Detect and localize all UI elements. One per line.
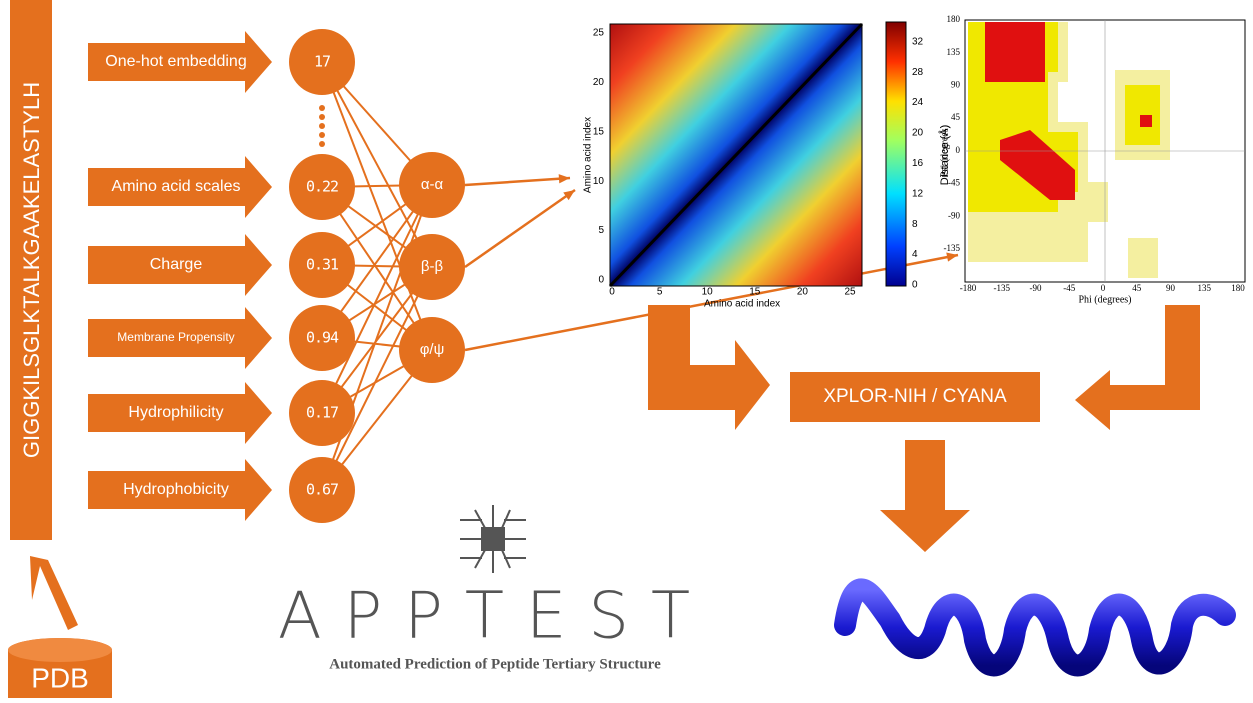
- ellipsis-dot: [319, 141, 325, 147]
- arrowhead: [559, 174, 570, 183]
- feature-label: One-hot embedding: [105, 53, 246, 70]
- colorbar: [886, 22, 906, 286]
- output-label: φ/ψ: [420, 341, 445, 358]
- feature-label: Amino acid scales: [112, 178, 241, 195]
- y-tick-label: 10: [593, 176, 605, 187]
- logo-tagline: Automated Prediction of Peptide Tertiary…: [329, 656, 661, 672]
- solver: XPLOR-NIH / CYANA: [823, 386, 1007, 407]
- node-value: 17: [314, 53, 330, 71]
- y-tick-label: 20: [593, 77, 605, 88]
- arrowhead: [563, 190, 575, 200]
- y-tick-label: 25: [593, 28, 605, 39]
- x-tick-label: 25: [844, 287, 856, 298]
- arrowhead: [946, 253, 958, 262]
- ellipsis-dot: [319, 105, 325, 111]
- y-tick-label: 90: [951, 79, 961, 89]
- node-value: 0.31: [306, 256, 339, 274]
- feature-label: Hydrophilicity: [128, 404, 223, 421]
- output-label: α-α: [421, 176, 444, 193]
- y-tick-label: 45: [951, 112, 961, 122]
- colorbar-tick-label: 20: [912, 128, 924, 139]
- y-tick-label: 0: [956, 145, 961, 155]
- y-tick-label: -135: [944, 243, 961, 253]
- arrow: [30, 556, 78, 630]
- x-tick-label: 135: [1198, 283, 1212, 293]
- x-label: Phi (degrees): [1078, 294, 1131, 305]
- connection: [465, 190, 575, 267]
- helix: [845, 589, 1225, 665]
- arrow: [880, 440, 970, 552]
- x-tick-label: 20: [797, 287, 809, 298]
- colorbar-tick-label: 0: [912, 280, 918, 291]
- x-label: Amino acid index: [704, 299, 780, 310]
- output-label: β-β: [421, 258, 444, 275]
- colorbar-tick-label: 28: [912, 67, 924, 78]
- y-tick-label: 15: [593, 126, 605, 137]
- x-tick-label: 90: [1166, 283, 1176, 293]
- colorbar-tick-label: 32: [912, 36, 924, 47]
- node-value: 0.94: [306, 329, 339, 347]
- colorbar-tick-label: 4: [912, 249, 918, 260]
- arrow: [648, 305, 770, 430]
- y-tick-label: 0: [598, 275, 604, 286]
- x-tick-label: 5: [657, 287, 663, 298]
- feature-label: Charge: [150, 256, 203, 273]
- region: [1128, 238, 1158, 278]
- colorbar-tick-label: 24: [912, 97, 924, 108]
- ellipsis-dot: [319, 123, 325, 129]
- y-tick-label: -90: [948, 210, 960, 220]
- colorbar-tick-label: 12: [912, 188, 924, 199]
- node-value: 0.17: [306, 404, 338, 422]
- chip-icon: [460, 505, 526, 573]
- diagram: GIGGKILSGLKTALKGAAKELASTYLH PDB One-hot …: [0, 0, 1253, 698]
- feature-label: Membrane Propensity: [117, 330, 234, 344]
- y-tick-label: 5: [598, 225, 604, 236]
- logo-name: APPTEST: [278, 580, 712, 654]
- node-value: 0.22: [306, 178, 338, 196]
- y-tick-label: 135: [947, 47, 961, 57]
- feature-label: Hydrophobicity: [123, 481, 229, 498]
- x-tick-label: 0: [609, 287, 615, 298]
- colorbar-tick-label: 16: [912, 158, 924, 169]
- arrow: [1075, 305, 1200, 430]
- colorbar-tick-label: 8: [912, 219, 918, 230]
- x-tick-label: -135: [994, 283, 1011, 293]
- ellipsis-dot: [319, 132, 325, 138]
- x-tick-label: 10: [702, 287, 714, 298]
- x-tick-label: 0: [1101, 283, 1106, 293]
- x-tick-label: 15: [749, 287, 761, 298]
- source: PDB: [31, 662, 89, 693]
- ellipsis-dot: [319, 114, 325, 120]
- x-tick-label: 180: [1231, 283, 1245, 293]
- y-tick-label: -45: [948, 178, 960, 188]
- y-tick-label: 180: [947, 14, 961, 24]
- x-tick-label: -180: [960, 283, 977, 293]
- sequence: GIGGKILSGLKTALKGAAKELASTYLH: [19, 82, 44, 458]
- region: [985, 22, 1045, 82]
- node-value: 0.67: [306, 481, 338, 499]
- y-label: Psi (degrees): [939, 125, 950, 177]
- cylinder-top: [8, 638, 112, 662]
- connection: [465, 178, 570, 185]
- x-tick-label: -45: [1063, 283, 1075, 293]
- x-tick-label: -90: [1030, 283, 1042, 293]
- x-tick-label: 45: [1132, 283, 1142, 293]
- region: [1140, 115, 1152, 127]
